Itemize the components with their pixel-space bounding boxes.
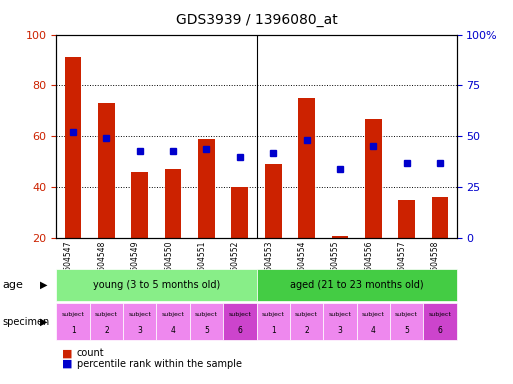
Text: 4: 4 (371, 326, 376, 335)
Text: 3: 3 (137, 326, 142, 335)
Text: subject: subject (95, 312, 118, 317)
Text: subject: subject (162, 312, 185, 317)
Text: aged (21 to 23 months old): aged (21 to 23 months old) (290, 280, 423, 290)
Text: GDS3939 / 1396080_at: GDS3939 / 1396080_at (175, 13, 338, 27)
Bar (98, 103, 115, 238)
Text: percentile rank within the sample: percentile rank within the sample (77, 359, 242, 369)
Bar (90, 303, 123, 340)
Text: 6: 6 (438, 326, 442, 335)
Bar (398, 200, 415, 238)
Bar (56, 303, 90, 340)
Bar (365, 119, 382, 238)
Text: 2: 2 (104, 326, 109, 335)
Text: ■: ■ (62, 348, 72, 358)
Bar (256, 269, 457, 301)
Text: ■: ■ (62, 359, 72, 369)
Bar (198, 139, 215, 238)
Text: subject: subject (62, 312, 85, 317)
Bar (223, 303, 256, 340)
Text: subject: subject (262, 312, 285, 317)
Text: 3: 3 (338, 326, 342, 335)
Bar (423, 303, 457, 340)
Text: subject: subject (328, 312, 351, 317)
Text: subject: subject (395, 312, 418, 317)
Bar (156, 303, 190, 340)
Bar (256, 303, 290, 340)
Text: count: count (77, 348, 105, 358)
Bar (357, 303, 390, 340)
Bar (431, 197, 448, 238)
Text: age: age (3, 280, 24, 290)
Bar (323, 303, 357, 340)
Text: 1: 1 (71, 326, 75, 335)
Bar (331, 235, 348, 238)
Text: young (3 to 5 months old): young (3 to 5 months old) (93, 280, 220, 290)
Bar (131, 172, 148, 238)
Bar (65, 58, 82, 238)
Bar (290, 303, 323, 340)
Bar (298, 98, 315, 238)
Bar (231, 187, 248, 238)
Text: subject: subject (195, 312, 218, 317)
Text: 6: 6 (238, 326, 242, 335)
Bar (123, 303, 156, 340)
Text: 5: 5 (404, 326, 409, 335)
Text: ▶: ▶ (40, 280, 47, 290)
Text: subject: subject (128, 312, 151, 317)
Bar (165, 169, 182, 238)
Text: 5: 5 (204, 326, 209, 335)
Bar (56, 269, 256, 301)
Bar (190, 303, 223, 340)
Text: subject: subject (428, 312, 451, 317)
Text: ▶: ▶ (40, 316, 47, 327)
Bar (390, 303, 423, 340)
Bar (265, 164, 282, 238)
Text: 1: 1 (271, 326, 275, 335)
Text: subject: subject (295, 312, 318, 317)
Text: specimen: specimen (3, 316, 50, 327)
Text: subject: subject (362, 312, 385, 317)
Text: 4: 4 (171, 326, 175, 335)
Text: subject: subject (228, 312, 251, 317)
Text: 2: 2 (304, 326, 309, 335)
